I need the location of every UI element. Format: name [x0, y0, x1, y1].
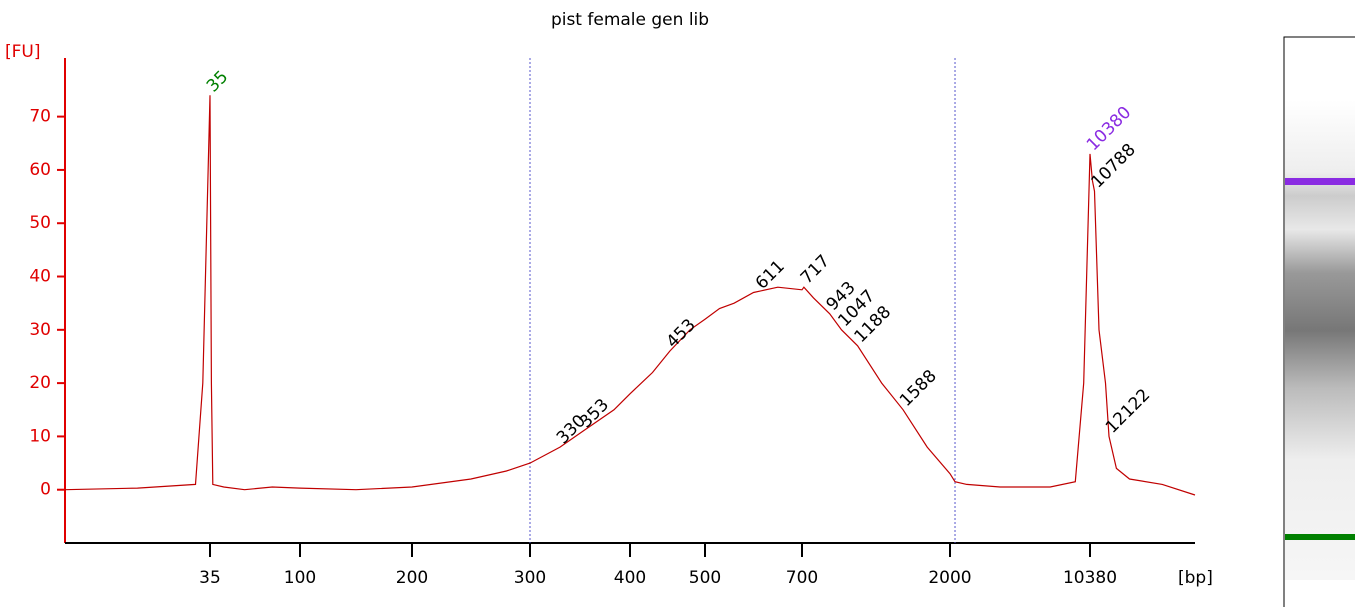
- gel-lower-marker: [1285, 534, 1355, 540]
- y-tick-label: 20: [29, 373, 51, 393]
- chart-title: pist female gen lib: [551, 10, 709, 30]
- x-tick-label: 300: [514, 568, 546, 588]
- peak-label: 453: [663, 315, 700, 352]
- y-axis-label: [FU]: [5, 42, 41, 62]
- peak-label: 717: [797, 251, 834, 288]
- x-tick-label: 200: [396, 568, 428, 588]
- trace: [64, 95, 1196, 496]
- y-tick-label: 0: [40, 480, 51, 500]
- gel-upper-marker: [1285, 178, 1355, 185]
- x-tick-label: 400: [614, 568, 646, 588]
- x-tick-label: 500: [689, 568, 721, 588]
- y-tick-label: 10: [29, 426, 51, 446]
- y-tick-label: 30: [29, 320, 51, 340]
- x-tick-label: 100: [284, 568, 316, 588]
- x-axis-label: [bp]: [1178, 568, 1213, 588]
- y-tick-label: 60: [29, 160, 51, 180]
- x-tick-label: 35: [199, 568, 221, 588]
- x-tick-label: 10380: [1063, 568, 1117, 588]
- peak-label: 35: [203, 67, 232, 96]
- y-tick-label: 40: [29, 267, 51, 287]
- y-tick-label: 50: [29, 213, 51, 233]
- peak-label: 1588: [896, 366, 941, 411]
- peak-label: 12122: [1102, 385, 1154, 437]
- x-tick-label: 700: [786, 568, 818, 588]
- x-tick-label: 2000: [928, 568, 971, 588]
- gel-lane: [1285, 100, 1355, 580]
- y-tick-label: 70: [29, 107, 51, 127]
